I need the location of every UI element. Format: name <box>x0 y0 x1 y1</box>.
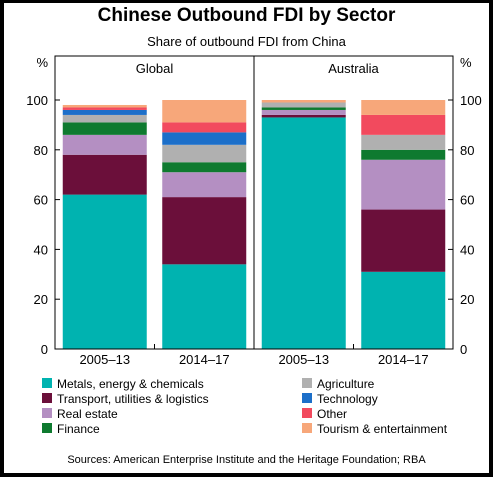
legend-swatch <box>302 393 312 403</box>
bar-segment <box>361 271 446 349</box>
bar-segment <box>162 162 247 173</box>
bar-segment <box>162 122 247 133</box>
bar-segment <box>62 194 147 349</box>
bar-segment <box>162 264 247 349</box>
bar-segment <box>261 107 346 110</box>
bar-segment <box>361 134 446 150</box>
legend-label: Agriculture <box>317 377 375 391</box>
x-tick-label: 2014–17 <box>378 352 429 367</box>
legend-swatch <box>302 408 312 418</box>
y-unit-right: % <box>460 55 472 70</box>
chart-frame: Chinese Outbound FDI by Sector Share of … <box>4 3 489 473</box>
bar-segment <box>162 100 247 123</box>
chart-svg: % % 0 0 20 20 40 40 60 60 80 80 100 100 Global 2005–13 2… <box>26 55 481 436</box>
y-tick-label-right: 20 <box>460 292 474 307</box>
panel-title: Global <box>136 61 174 76</box>
bar-segment <box>162 172 247 198</box>
bar-segment <box>62 107 147 110</box>
bar-segment <box>261 100 346 103</box>
bar-segment <box>162 144 247 163</box>
y-unit-left: % <box>36 55 48 70</box>
legend-label: Real estate <box>57 407 118 421</box>
legend-label: Technology <box>317 392 378 406</box>
bar-segment <box>261 114 346 118</box>
legend-swatch <box>42 378 52 388</box>
legend-swatch <box>302 423 312 433</box>
y-tick-label-left: 0 <box>41 342 48 357</box>
bar-segment <box>261 102 346 108</box>
y-tick-label-left: 100 <box>26 93 48 108</box>
chart-subtitle: Share of outbound FDI from China <box>147 34 346 49</box>
legend-label: Metals, energy & chemicals <box>57 377 204 391</box>
legend-label: Other <box>317 407 347 421</box>
y-tick-label-right: 80 <box>460 143 474 158</box>
bar-segment <box>162 132 247 145</box>
y-tick-label-left: 20 <box>34 292 48 307</box>
y-tick-label-right: 60 <box>460 193 474 208</box>
bar-segment <box>62 134 147 155</box>
panel-title: Australia <box>328 61 379 76</box>
y-tick-label-left: 40 <box>34 242 48 257</box>
bar-segment <box>261 117 346 350</box>
bar-segment <box>361 149 446 160</box>
x-tick-label: 2005–13 <box>278 352 329 367</box>
legend-label: Transport, utilities & logistics <box>57 392 209 406</box>
bar-segment <box>361 100 446 115</box>
y-tick-label-left: 60 <box>34 193 48 208</box>
x-tick-label: 2014–17 <box>179 352 230 367</box>
bar-segment <box>62 104 147 108</box>
bar-segment <box>361 114 446 135</box>
y-tick-label-right: 40 <box>460 242 474 257</box>
bar-segment <box>62 114 147 123</box>
y-tick-label-right: 0 <box>460 342 467 357</box>
chart-source: Sources: American Enterprise Institute a… <box>67 454 426 466</box>
bar-segment <box>162 197 247 265</box>
x-tick-label: 2005–13 <box>79 352 130 367</box>
chart-axes: % % 0 0 20 20 40 40 60 60 80 80 100 100 Global 2005–13 2… <box>26 55 481 367</box>
legend-label: Tourism & entertainment <box>317 422 448 436</box>
bar-segment <box>361 159 446 210</box>
bar-segment <box>62 122 147 135</box>
y-tick-label-right: 100 <box>460 93 482 108</box>
chart-bars <box>62 100 446 350</box>
legend-swatch <box>42 408 52 418</box>
bar-segment <box>361 209 446 272</box>
legend-swatch <box>42 393 52 403</box>
y-tick-label-left: 80 <box>34 143 48 158</box>
legend-label: Finance <box>57 422 100 436</box>
bar-segment <box>62 154 147 195</box>
chart-title: Chinese Outbound FDI by Sector <box>97 5 396 26</box>
bar-segment <box>261 109 346 115</box>
bar-segment <box>62 109 147 115</box>
legend-swatch <box>42 423 52 433</box>
legend-swatch <box>302 378 312 388</box>
